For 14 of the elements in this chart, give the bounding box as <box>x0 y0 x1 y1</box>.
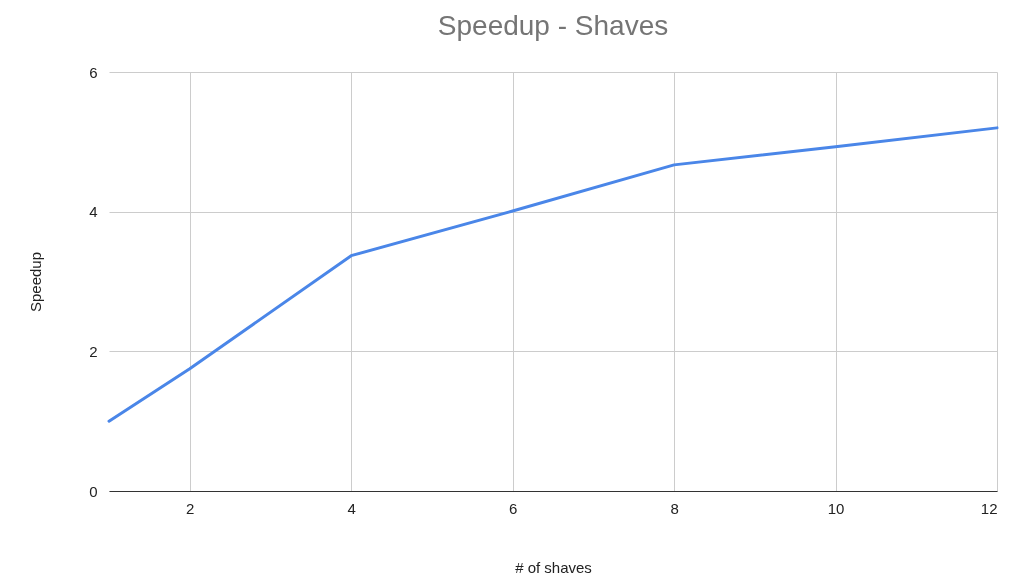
x-tick-label: 2 <box>186 499 195 517</box>
x-tick-label: 4 <box>347 499 356 517</box>
x-tick-label: 10 <box>827 499 845 517</box>
y-tick-label: 0 <box>89 482 98 500</box>
x-axis-title: # of shaves <box>515 558 592 576</box>
x-tick-label: 12 <box>980 499 998 517</box>
y-tick-label: 4 <box>89 203 98 221</box>
y-axis-title: Speedup <box>27 251 45 313</box>
line-series <box>107 126 999 423</box>
chart-title: Speedup - Shaves <box>437 10 669 41</box>
x-tick-label: 6 <box>508 499 518 517</box>
y-tick-label: 6 <box>89 63 98 81</box>
x-tick-label: 8 <box>670 499 679 517</box>
y-tick-label: 2 <box>89 342 98 360</box>
